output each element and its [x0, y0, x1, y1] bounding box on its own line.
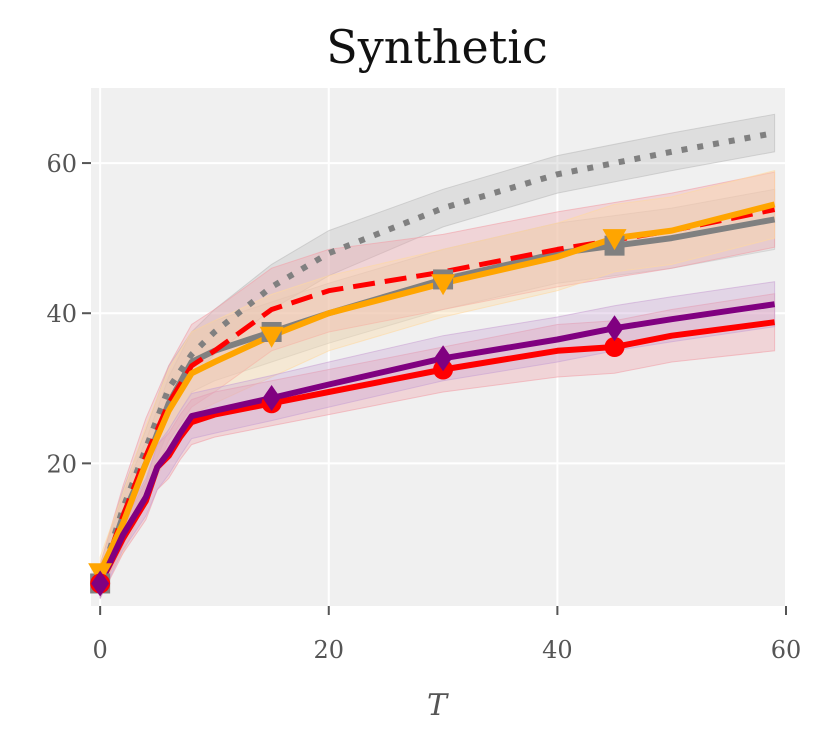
x-tick-label: 20 [313, 636, 344, 664]
marker-orange-triangle [259, 326, 284, 348]
y-tick-label: 60 [46, 150, 77, 178]
marker-purple-diamond [91, 570, 110, 597]
marker-orange-triangle [602, 229, 627, 251]
line-purple-diamond [97, 301, 776, 585]
plot-area [91, 88, 786, 606]
y-axis-ticks: 20 40 60 [46, 150, 91, 478]
marker-purple-diamond [434, 345, 453, 372]
marker-purple-diamond [605, 315, 624, 342]
x-axis-label: T [427, 688, 449, 723]
x-tick-label: 60 [771, 636, 802, 664]
chart-title: Synthetic [326, 20, 547, 74]
series-markers [88, 229, 627, 597]
x-tick-label: 0 [93, 636, 108, 664]
x-axis-ticks: 0 20 40 60 [93, 606, 802, 664]
line-gray-dotted [97, 130, 776, 581]
marker-orange-triangle [431, 274, 456, 296]
y-tick-label: 20 [46, 450, 77, 478]
band-red-dashed [99, 171, 776, 595]
y-tick-label: 40 [46, 300, 77, 328]
band-red-circle [99, 293, 776, 599]
x-tick-label: 40 [542, 636, 573, 664]
marker-purple-diamond [262, 385, 281, 412]
marker-red-circle [604, 337, 625, 357]
line-red-dashed [97, 207, 776, 581]
